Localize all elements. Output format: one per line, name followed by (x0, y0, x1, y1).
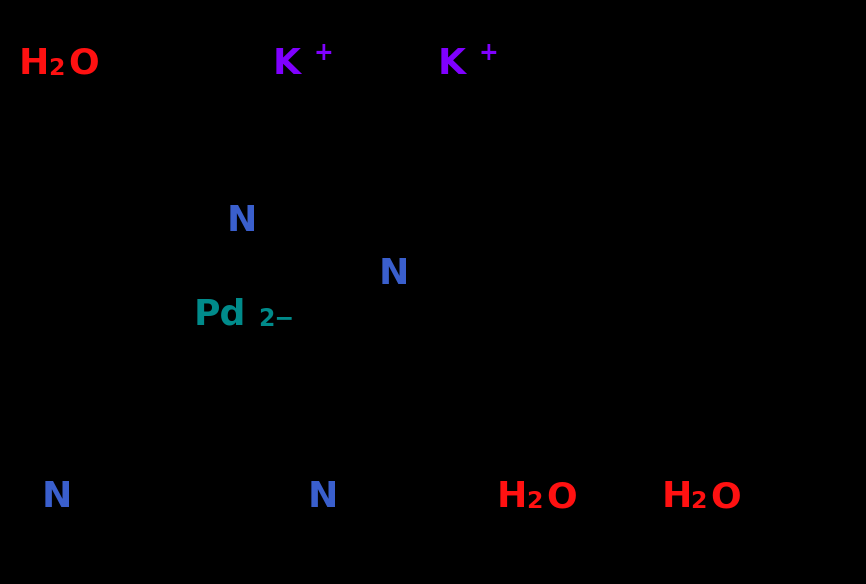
Text: H: H (19, 47, 49, 81)
Text: K: K (437, 47, 465, 81)
Text: O: O (546, 480, 577, 514)
Text: N: N (227, 204, 257, 238)
Text: 2: 2 (690, 491, 707, 513)
Text: O: O (68, 47, 99, 81)
Text: +: + (313, 41, 333, 65)
Text: 2−: 2− (258, 307, 294, 331)
Text: H: H (497, 480, 527, 514)
Text: K: K (273, 47, 301, 81)
Text: N: N (42, 480, 72, 514)
Text: 2: 2 (48, 57, 64, 80)
Text: N: N (307, 480, 338, 514)
Text: N: N (378, 257, 409, 291)
Text: O: O (711, 480, 741, 514)
Text: H: H (662, 480, 692, 514)
Text: 2: 2 (526, 491, 542, 513)
Text: +: + (479, 41, 499, 65)
Text: Pd: Pd (194, 298, 246, 332)
